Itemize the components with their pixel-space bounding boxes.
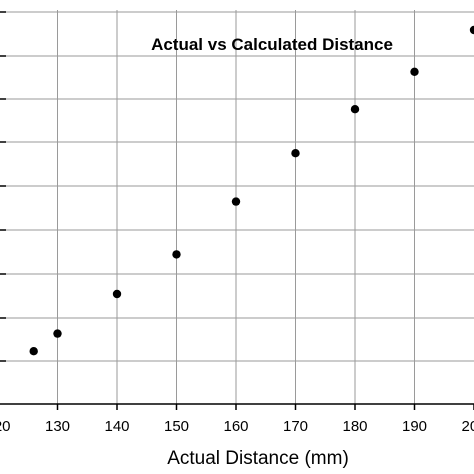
x-axis-title: Actual Distance (mm) <box>167 448 349 469</box>
data-point <box>112 289 122 299</box>
chart-title: Actual vs Calculated Distance <box>151 35 393 54</box>
x-tick-label: 120 <box>0 418 11 435</box>
data-point <box>410 67 419 77</box>
data-point <box>231 197 241 206</box>
x-axis-ticks: 120 130 140 150 160 170 180 190 200 <box>0 404 474 435</box>
x-tick-label: 190 <box>402 418 427 435</box>
data-point <box>469 25 474 35</box>
data-point <box>172 250 181 259</box>
data-points <box>29 25 474 356</box>
data-point <box>350 105 360 114</box>
x-tick-label: 160 <box>223 418 248 435</box>
data-point <box>291 149 300 158</box>
plot-frame <box>0 11 474 405</box>
data-point <box>53 329 62 338</box>
data-point <box>29 347 38 356</box>
x-tick-label: 130 <box>45 418 70 435</box>
x-tick-label: 200 <box>461 418 474 435</box>
x-tick-label: 180 <box>342 418 367 435</box>
x-tick-label: 140 <box>104 418 129 435</box>
grid-lines <box>0 10 474 404</box>
x-tick-label: 150 <box>164 418 189 435</box>
x-tick-label: 170 <box>283 418 308 435</box>
